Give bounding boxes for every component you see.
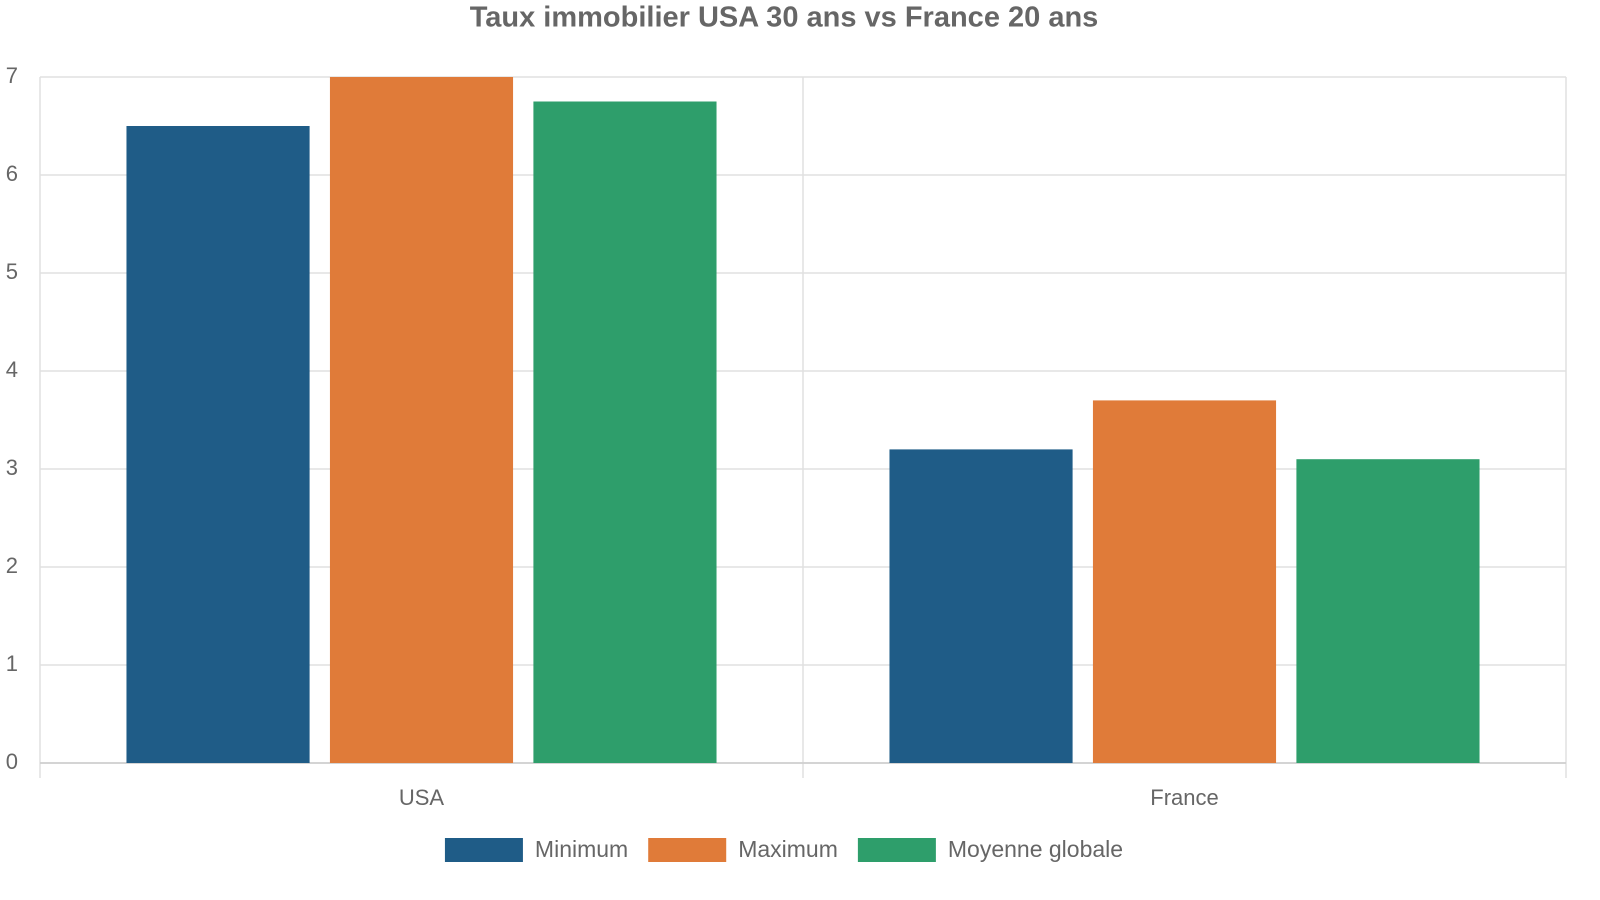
y-tick-label: 5 bbox=[6, 259, 18, 284]
bar bbox=[329, 77, 514, 763]
x-tick-label: USA bbox=[399, 785, 445, 810]
legend-label: Moyenne globale bbox=[948, 836, 1123, 862]
y-tick-label: 7 bbox=[6, 63, 18, 88]
legend-swatch bbox=[857, 838, 936, 862]
bar bbox=[889, 449, 1073, 763]
bar bbox=[533, 101, 717, 763]
legend-label: Minimum bbox=[535, 836, 628, 862]
y-tick-label: 2 bbox=[6, 553, 18, 578]
legend-swatch bbox=[648, 838, 727, 862]
legend-label: Maximum bbox=[738, 836, 838, 862]
bar bbox=[126, 126, 310, 763]
bar bbox=[1092, 400, 1277, 763]
legend-swatch bbox=[444, 838, 523, 862]
y-tick-label: 4 bbox=[6, 357, 18, 382]
y-tick-label: 0 bbox=[6, 749, 18, 774]
y-tick-label: 3 bbox=[6, 455, 18, 480]
y-tick-label: 6 bbox=[6, 161, 18, 186]
y-tick-label: 1 bbox=[6, 651, 18, 676]
x-tick-label: France bbox=[1150, 785, 1218, 810]
bar bbox=[1296, 459, 1480, 763]
chart-title: Taux immobilier USA 30 ans vs France 20 … bbox=[470, 2, 1099, 34]
